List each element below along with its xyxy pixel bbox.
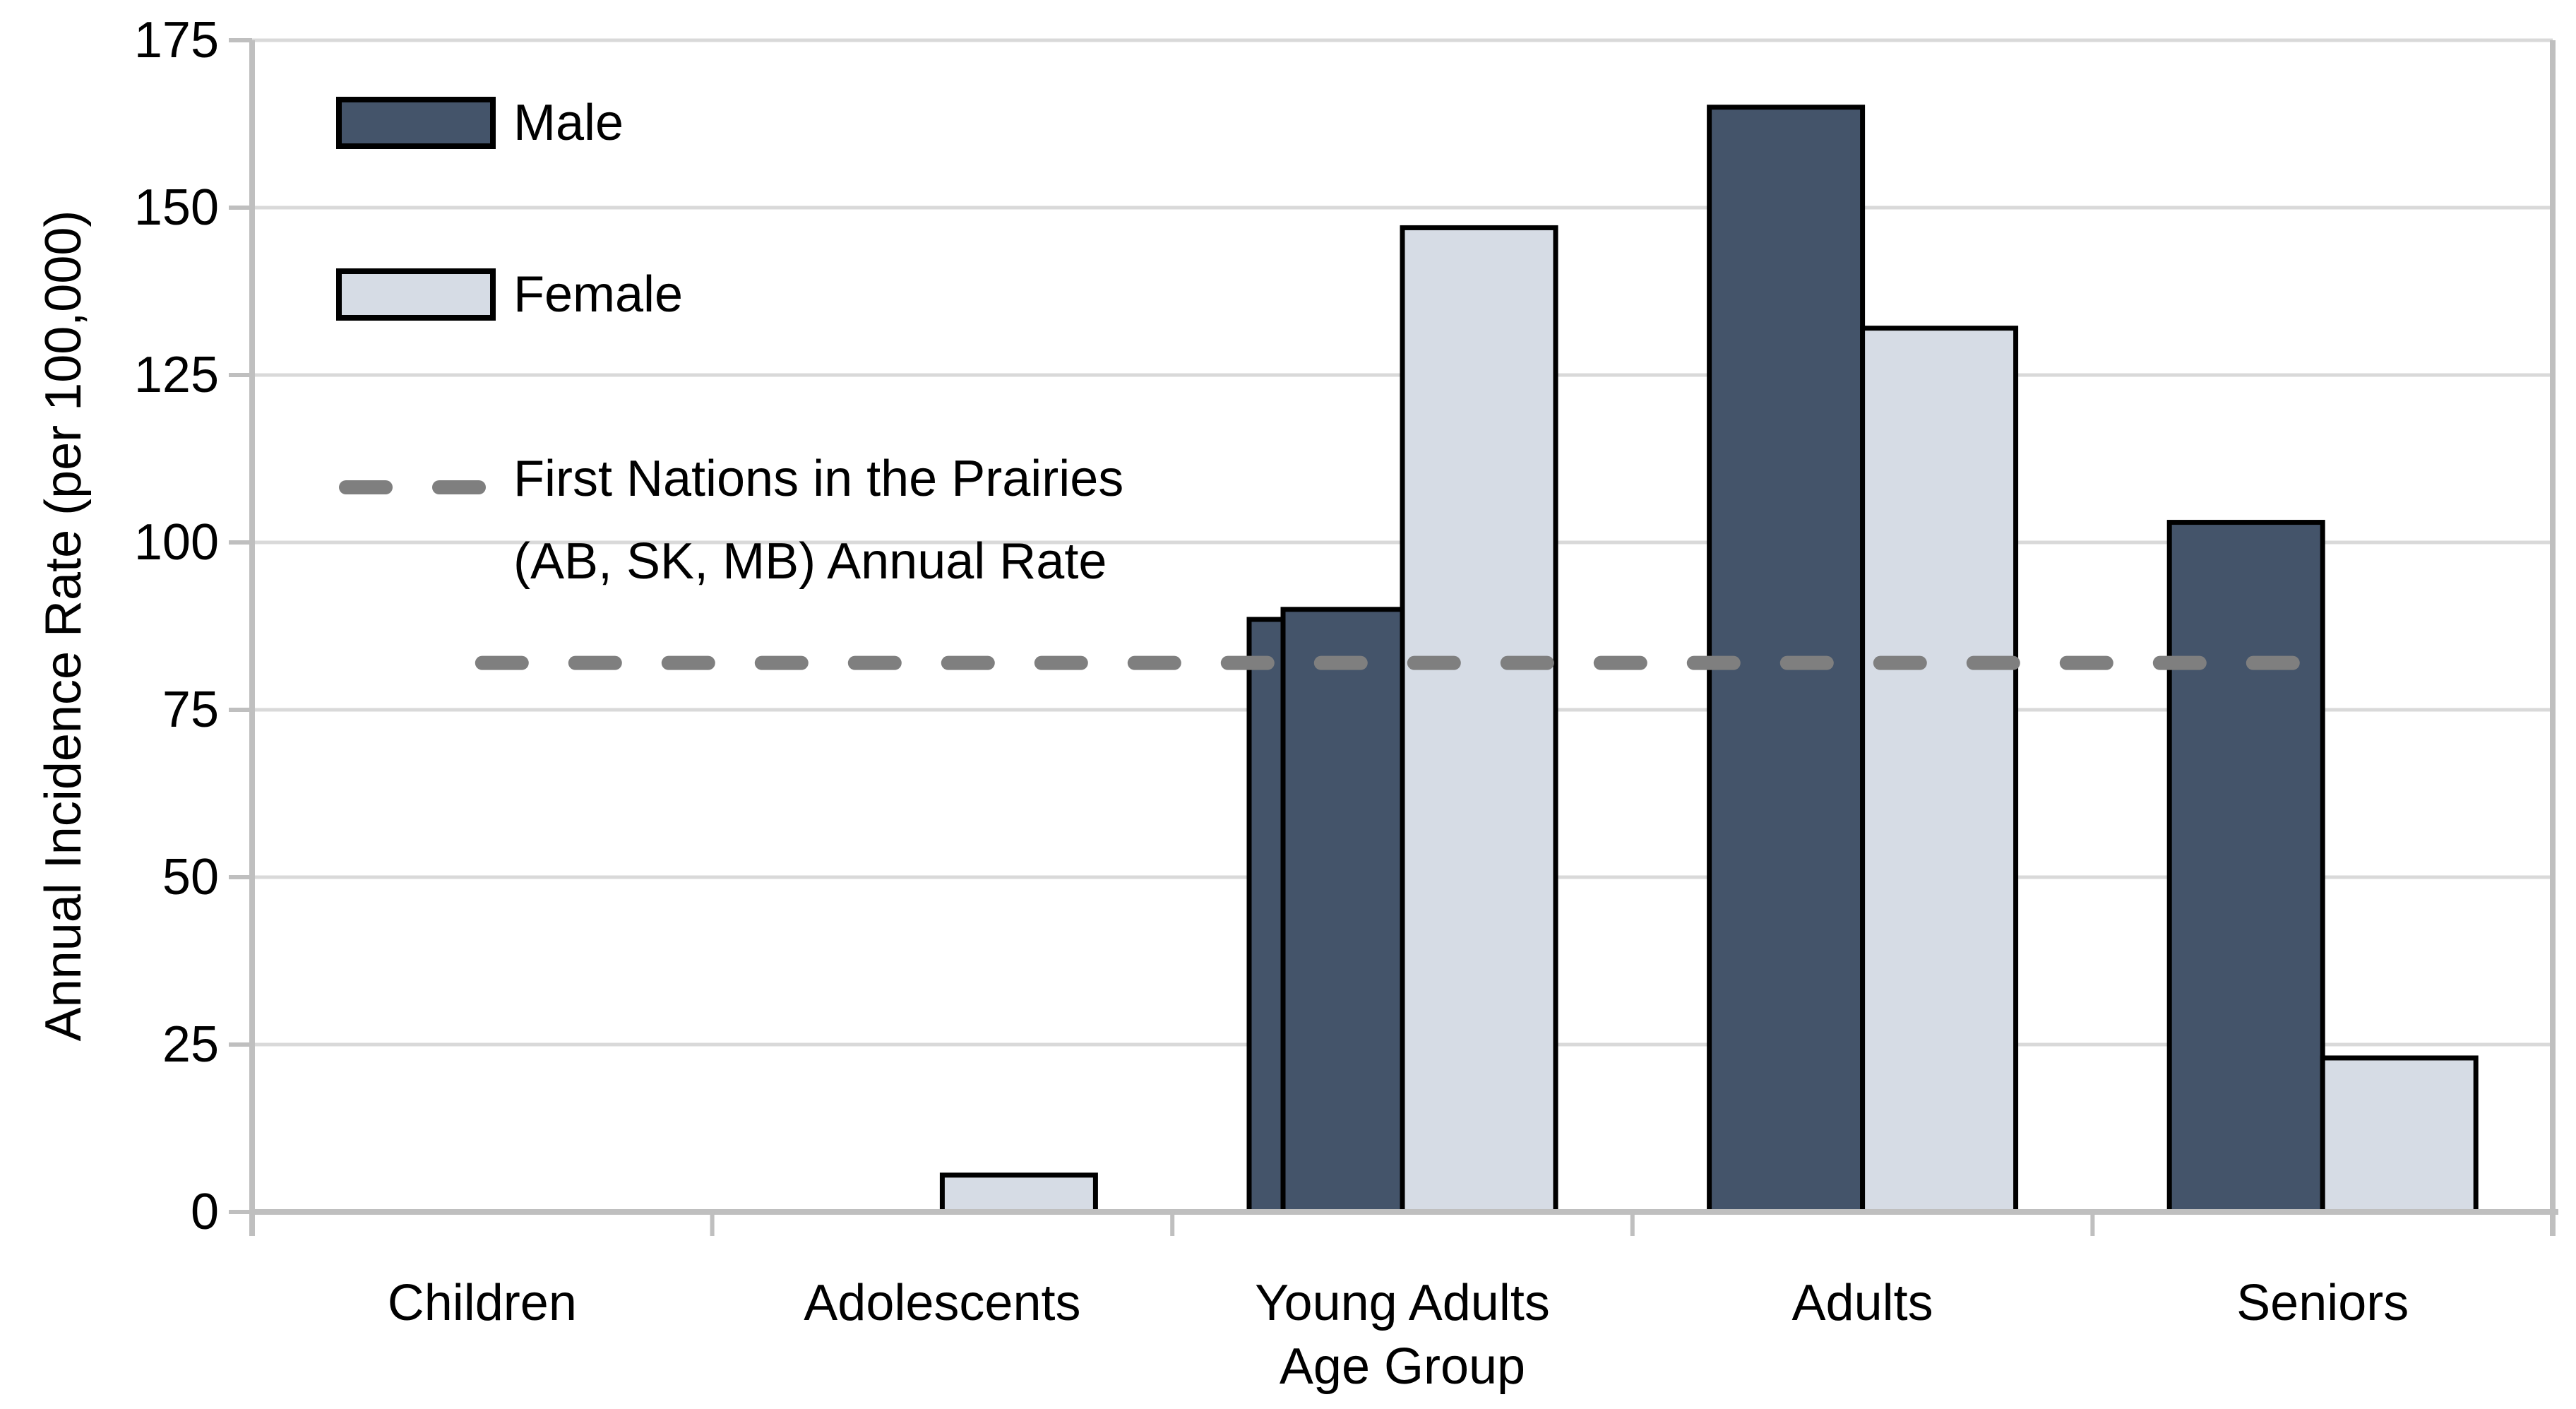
- bar-female-adults: [1860, 326, 2019, 1215]
- y-tick-label-75: 75: [162, 682, 219, 738]
- legend-swatch-male: [336, 97, 496, 149]
- x-category-label-adolescents: Adolescents: [804, 1275, 1080, 1331]
- x-category-label-young-adults: Young Adults: [1255, 1275, 1550, 1331]
- legend-label-male: Male: [513, 95, 624, 151]
- x-category-label-children: Children: [388, 1275, 577, 1331]
- x-axis-title: Age Group: [1280, 1338, 1525, 1395]
- x-category-label-adults: Adults: [1792, 1275, 1933, 1331]
- y-tick-label-0: 0: [191, 1184, 219, 1240]
- legend-swatch-female: [336, 268, 496, 321]
- y-tick-label-50: 50: [162, 849, 219, 905]
- bar-female-seniors: [2320, 1055, 2479, 1215]
- bar-male-step-artifact: [1246, 617, 1286, 1215]
- y-tick-label-175: 175: [134, 12, 219, 69]
- bar-female-adolescents: [939, 1172, 1098, 1215]
- x-category-label-seniors: Seniors: [2236, 1275, 2409, 1331]
- y-axis-title: Annual Incidence Rate (per 100,000): [35, 210, 92, 1042]
- y-tick-label-25: 25: [162, 1016, 219, 1073]
- legend-label-reference-line1: First Nations in the Prairies: [513, 451, 1123, 507]
- bar-male-young-adults: [1280, 607, 1405, 1215]
- legend-label-female: Female: [513, 266, 683, 323]
- legend-label-reference-line2: (AB, SK, MB) Annual Rate: [513, 533, 1107, 590]
- y-tick-label-125: 125: [134, 347, 219, 403]
- y-tick-label-100: 100: [134, 514, 219, 571]
- bar-male-seniors: [2166, 520, 2325, 1215]
- y-tick-label-150: 150: [134, 179, 219, 236]
- bar-female-young-adults: [1400, 225, 1558, 1215]
